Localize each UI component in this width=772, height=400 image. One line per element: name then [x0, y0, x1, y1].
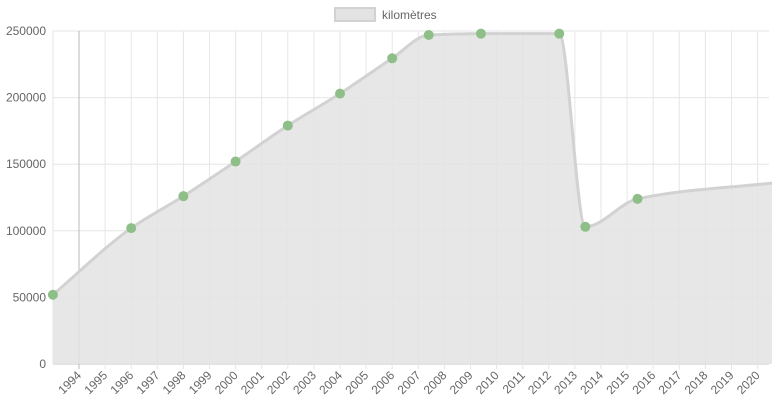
data-point[interactable]	[423, 29, 434, 40]
data-point[interactable]	[230, 156, 241, 167]
x-tick-label: 1996	[108, 368, 137, 397]
series-area	[52, 33, 772, 364]
y-tick-label: 100000	[6, 224, 46, 238]
data-point[interactable]	[47, 289, 58, 300]
x-axis-ticks: 1994199519961997199819992000200120022003…	[55, 368, 763, 397]
x-tick-label: 2001	[238, 368, 267, 397]
x-tick-label: 2012	[525, 368, 554, 397]
y-tick-label: 250000	[6, 24, 46, 38]
y-tick-label: 150000	[6, 157, 46, 171]
x-tick-label: 1997	[134, 368, 163, 397]
x-tick-label: 1994	[55, 368, 84, 397]
data-point[interactable]	[335, 88, 345, 99]
data-point[interactable]	[554, 28, 565, 39]
x-tick-label: 2017	[656, 368, 685, 397]
data-point[interactable]	[475, 28, 486, 39]
x-tick-label: 2020	[734, 368, 763, 397]
x-tick-label: 2015	[603, 368, 632, 397]
x-tick-label: 2018	[682, 368, 711, 397]
data-point[interactable]	[580, 221, 591, 232]
x-tick-label: 2000	[212, 368, 241, 397]
legend-label: kilomètres	[382, 8, 437, 22]
legend[interactable]: kilomètres	[334, 7, 437, 22]
y-tick-label: 200000	[6, 91, 46, 105]
data-point[interactable]	[387, 53, 398, 64]
x-tick-label: 2006	[369, 368, 398, 397]
legend-swatch	[334, 7, 376, 22]
x-tick-label: 2004	[316, 368, 345, 397]
x-tick-label: 2010	[473, 368, 502, 397]
x-tick-label: 2013	[551, 368, 580, 397]
x-tick-label: 2019	[708, 368, 737, 397]
x-tick-label: 2007	[395, 368, 424, 397]
y-tick-label: 0	[39, 357, 46, 371]
x-tick-label: 1999	[186, 368, 215, 397]
data-point[interactable]	[178, 191, 189, 202]
x-tick-label: 2003	[290, 368, 319, 397]
data-point[interactable]	[126, 223, 137, 234]
data-point[interactable]	[282, 120, 293, 131]
data-point[interactable]	[632, 193, 643, 204]
x-tick-label: 2002	[264, 368, 293, 397]
x-tick-label: 2005	[342, 368, 371, 397]
y-tick-label: 50000	[13, 290, 47, 304]
x-tick-label: 2011	[500, 368, 528, 396]
x-tick-label: 2014	[577, 368, 606, 397]
x-tick-label: 1995	[81, 368, 110, 397]
x-tick-label: 2009	[447, 368, 476, 397]
data-points	[47, 28, 643, 300]
x-tick-label: 1998	[160, 368, 189, 397]
x-tick-label: 2008	[421, 368, 450, 397]
y-axis-ticks: 0 50000 100000 150000 200000 250000	[6, 24, 46, 371]
x-tick-label: 2016	[630, 368, 659, 397]
